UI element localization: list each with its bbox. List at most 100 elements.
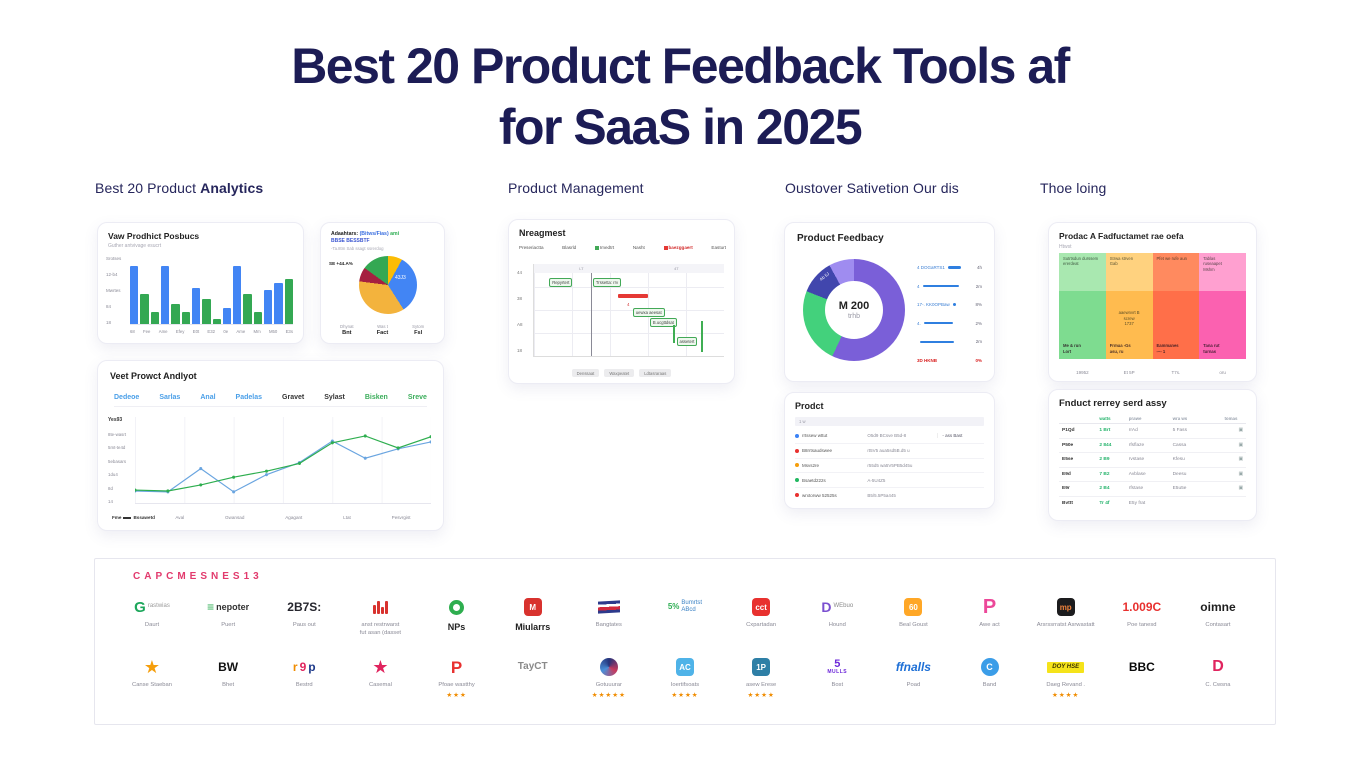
logo-square: 60 [904, 598, 923, 616]
logo-caption: Bhet [222, 682, 235, 688]
line-chart-y-axis: Yes93 8te-wasrt 5mt-te4d 5ebasars 1du4 8d 14 [108, 417, 135, 504]
y-tick-label: A8 [517, 322, 523, 327]
table-row: Msvs2re r55d5 wa5V5PB5d45u [795, 459, 984, 474]
x-tick-label: Ame [158, 329, 168, 334]
logo-caption: Hound [828, 622, 846, 628]
gantt-task-chip: Repyrtert [549, 277, 573, 287]
logo-square: cct [752, 598, 771, 616]
table-cell: E5u5e [1169, 481, 1222, 496]
analytics-pie-chart-card: Adaahtars: (Bitws/Fias) ami BBSE BESSBTF… [320, 222, 445, 344]
logo-stack: 5 MULLS [827, 659, 847, 675]
donut-list-row: 2m [917, 339, 982, 344]
review-table-row: Bvttt Tr 4f E5y frat [1059, 495, 1246, 510]
product-table-rows: rrtssew wttut O5d9 BCsve B5d-8 - ass Bast B… [795, 429, 984, 502]
card-title: Nreagmest [519, 228, 566, 238]
bar [181, 312, 190, 324]
logo-square: M [523, 598, 542, 616]
bar [243, 294, 252, 324]
logo-caption: anst restrwarst fut asan (dasset [359, 622, 402, 636]
bar [385, 600, 388, 614]
logo-letter: 9 [299, 660, 307, 674]
y-tick-label: 44 [517, 270, 523, 275]
pie-stat: Sytom Fsl [400, 324, 436, 336]
bar [140, 294, 149, 324]
row-label: rrtssew wttut [802, 433, 828, 439]
logo-row-2: ★ Canse Staeban BW Bhet r 9 p Bestrd ★ Casemal P Pf… [115, 655, 1255, 699]
rating-stars: ★★★★ [747, 691, 775, 699]
logo-caption: Bestrd [295, 682, 313, 688]
card-title: Veet Prowct Andlyot [110, 371, 197, 381]
logo-cell: r 9 p Bestrd [267, 655, 341, 690]
logo-caption: Band [982, 682, 997, 688]
review-table: watts prawe wra ws tomas P1Qd 1 Brt rrAd 5 Fas… [1059, 414, 1246, 510]
logo-caption: Pfoae wastthy [438, 682, 475, 688]
bar [274, 283, 283, 324]
table-cell: Cassa [1169, 437, 1222, 453]
logo-caption: Awe act [979, 622, 1000, 628]
logo-text: 2B7S: [287, 600, 322, 614]
logo-caption: Ioertifsoats [670, 682, 700, 688]
donut-list-label: 4 [917, 283, 920, 289]
abts-text-logo: 2B7S: [287, 595, 321, 619]
bar [377, 600, 380, 614]
table-cell: ▣ [1221, 481, 1246, 496]
logo-caption: C. Cwsna [1205, 682, 1231, 688]
line-chart-tab: Gravet [282, 394, 305, 401]
row-value: - ass Bast [937, 433, 984, 439]
line-chart-x-row: Fme Bssawetd Aval Gwansad Agagant Ltat Pesvrg… [112, 515, 431, 520]
review-table-wrap: watts prawe wra ws tomas P1Qd 1 Brt rrAd 5 Fas… [1059, 414, 1246, 514]
donut-list-pct: 8% [975, 302, 982, 308]
logo-cell: 1.009C Poe tanesd [1105, 595, 1179, 630]
y-tick-label: Yes93 [108, 417, 123, 423]
y-tick-label: 8d [108, 485, 113, 491]
card-title: Product Feedbacy [797, 233, 884, 244]
logo-text: ffnalls [895, 660, 931, 674]
gantt-header-band: LT 4T [534, 264, 724, 273]
row-detail: r55d5 wa5V5PB5d45u [867, 462, 913, 468]
pie-stat-value: Fsl [414, 330, 423, 336]
logo-caption: asew Erese [745, 682, 777, 688]
pie-title-blue: (Bitws/Fias) [359, 231, 389, 237]
red-p-logo-icon: P [451, 655, 462, 679]
title-line-1: Best 20 Product Feedback Tools af [291, 38, 1070, 94]
table-cell: E9r [1059, 481, 1097, 496]
pie-stat: Was t Fact [365, 324, 401, 336]
line-chart-tab: Padelas [235, 394, 263, 401]
pie-stat: Dhynat Bnt [329, 324, 365, 336]
donut-segment-label: Ab 5J [818, 271, 831, 282]
table-cell: ▣ [1221, 423, 1246, 438]
table-cell: P1Qd [1059, 423, 1097, 438]
logo-caption: Gotuuurar [595, 682, 622, 688]
gantt-connector-line [672, 324, 675, 344]
matrix-cell-bottom-text: Tana rut turnas [1203, 343, 1220, 354]
logo-cell: 2B7S: Paus out [267, 595, 341, 630]
x-tick-label: Mm [253, 329, 261, 334]
logo-square: mp [1056, 598, 1075, 616]
pie-side-label: SE +44.A% [329, 261, 353, 266]
line-chart-plot [135, 417, 431, 504]
review-table-row: E9r 2 B4 rfstase E5u5e ▣ [1059, 481, 1246, 496]
bar [191, 287, 201, 324]
line-chart-tabs: Dedeoe Sarlas Anal Padelas Gravet Sylast Biske… [114, 394, 427, 407]
card-title: Prodac A Fadfuctamet rae oefa [1059, 231, 1184, 241]
logo-cell: Gotuuurar ★★★★★ [572, 655, 646, 699]
donut-list-row: 3D HKNB 0% [917, 358, 982, 363]
bars-icon [373, 600, 388, 614]
line-chart-tab: Sylast [324, 394, 345, 401]
row-label: Bsaetd222s [802, 477, 826, 483]
logo-cell: AC Ioertifsoats ★★★★ [648, 655, 722, 699]
donut-list-bar-track [952, 303, 970, 306]
bar [284, 279, 293, 324]
donut-list-bar [947, 266, 961, 269]
table-cell: 2 844 [1096, 437, 1126, 453]
red-bars-icon [373, 595, 388, 619]
pie-subtitle-link: BBSE BESSBTF [331, 238, 370, 244]
review-table-body: P1Qd 1 Brt rrAd 5 Fass ▣ P50e 2 844 rfsflaze Cas… [1059, 423, 1246, 510]
gantt-connector-line [701, 321, 704, 353]
donut-list-pct: 2% [975, 320, 982, 326]
priority-matrix-card: Prodac A Fadfuctamet rae oefa Htwst Sutr… [1048, 222, 1257, 382]
pie-title-dark: Adaahtars: [331, 231, 359, 237]
table-cell: ▣ [1221, 452, 1246, 467]
logo-cell: mp Arsrssrratst Asrwastatt [1029, 595, 1103, 630]
